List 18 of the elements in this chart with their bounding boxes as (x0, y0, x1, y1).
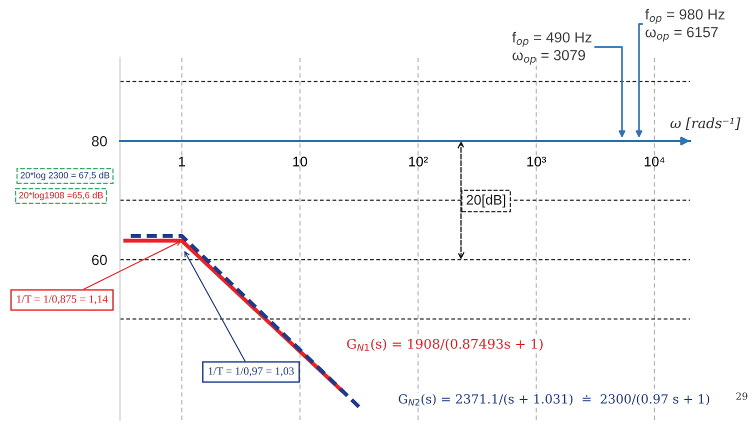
x-tick-label: 10⁴ (644, 156, 664, 166)
x-tick-label: 10 (293, 156, 308, 166)
x-tick-label: 1 (178, 156, 185, 166)
annotation: G$_{N1}$(s) = 1908/(0.87493s + 1) (347, 338, 543, 351)
y-tick-label: 60 (92, 254, 107, 266)
annotation: 1/T = 1/0,97 = 1,03 (208, 367, 294, 376)
annotation: 1/T = 1/0,875 = 1,14 (16, 295, 108, 304)
annotation: G$_{N2}$(s) = 2371.1/(s + 1.031) ≐ 2300/(0.97 s + 1) (398, 394, 710, 406)
text: f$_{op}$ = 490 Hz ω$_{op}$ = 3079 (512, 32, 592, 65)
x-tick-label: 10² (409, 156, 428, 166)
text: 20*log 2300 = 67,5 dB (20, 172, 110, 180)
annotation: 20[dB] (466, 194, 506, 208)
text: f$_{op}$ = 980 Hz ω$_{op}$ = 6157 (645, 8, 724, 42)
text: 29 (736, 392, 748, 400)
x-axis-title: ω [rads⁻¹] (670, 118, 740, 130)
x-tick-label: 10³ (527, 156, 546, 166)
text: 20*log1908 =65,6 dB (19, 192, 103, 200)
y-tick-label: 80 (92, 136, 107, 146)
